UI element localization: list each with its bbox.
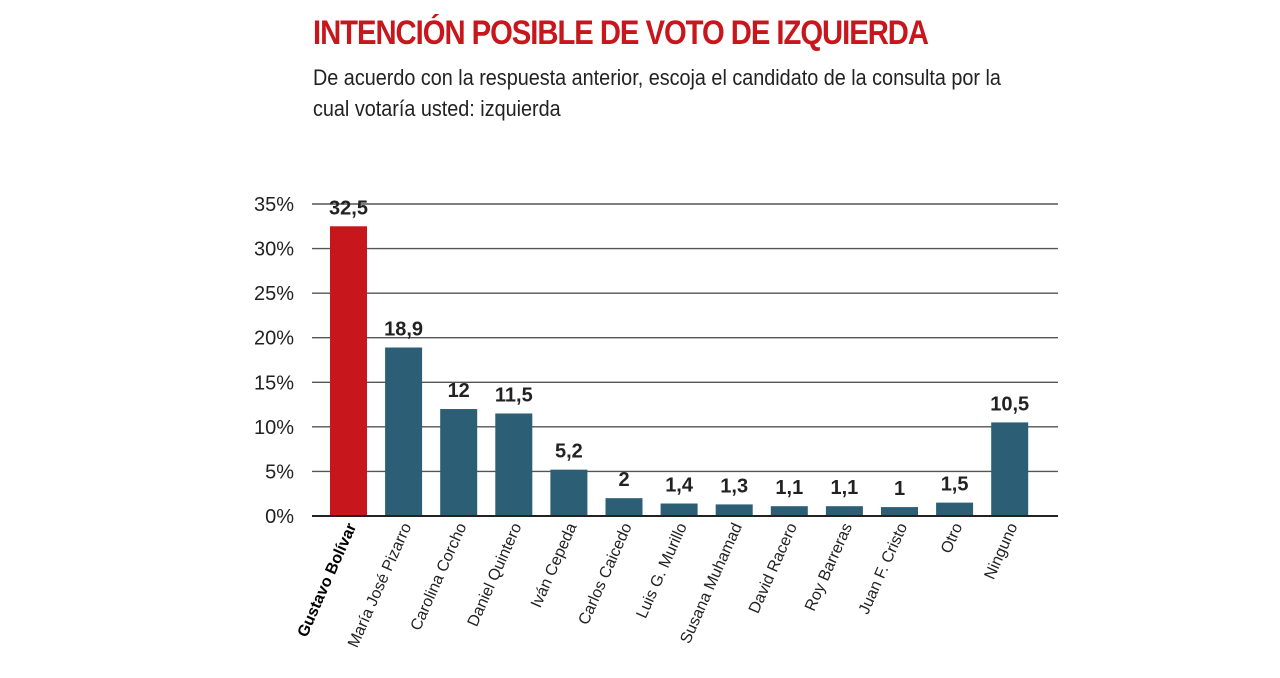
bar	[881, 507, 918, 516]
category-label: Otro	[938, 521, 966, 556]
bar	[991, 422, 1029, 516]
bar	[385, 347, 423, 516]
category-label: Ninguno	[982, 521, 1022, 582]
data-label: 12	[448, 380, 470, 402]
bar	[715, 504, 753, 516]
category-label: Iván Cepeda	[528, 521, 580, 611]
y-tick-label: 5%	[265, 461, 294, 483]
category-label: Carolina Corcho	[408, 521, 471, 634]
bar	[825, 506, 863, 516]
category-label: Susana Muhamad	[678, 521, 746, 647]
category-label: Juan F. Cristo	[856, 521, 911, 617]
data-label: 5,2	[555, 441, 583, 463]
y-tick-label: 10%	[254, 417, 294, 439]
data-label: 11,5	[495, 384, 533, 406]
data-label: 10,5	[990, 393, 1029, 415]
chart-title: INTENCIÓN POSIBLE DE VOTO DE IZQUIERDA	[313, 14, 929, 52]
y-tick-label: 30%	[254, 239, 294, 261]
bar	[660, 503, 698, 516]
y-tick-label: 35%	[254, 194, 294, 216]
bar	[330, 226, 367, 517]
category-label: Daniel Quintero	[465, 521, 526, 630]
y-tick-label: 25%	[254, 283, 294, 305]
category-label: Roy Barreras	[802, 521, 856, 614]
data-label: 1	[894, 478, 905, 500]
bar	[770, 506, 808, 516]
bar	[936, 502, 974, 516]
category-label: Luis G. Murillo	[634, 521, 691, 621]
data-label: 32,5	[329, 197, 368, 219]
category-label: Carlos Caicedo	[576, 521, 636, 628]
bar	[440, 409, 478, 516]
chart-subtitle: De acuerdo con la respuesta anterior, es…	[313, 65, 1001, 121]
data-label: 2	[618, 469, 629, 491]
data-label: 1,1	[830, 477, 858, 499]
bar	[495, 413, 533, 516]
data-label: 1,4	[665, 475, 694, 497]
y-tick-label: 0%	[265, 506, 294, 528]
data-label: 1,5	[941, 474, 969, 496]
category-label: David Racero	[746, 521, 801, 617]
data-label: 1,1	[775, 477, 803, 499]
data-label: 18,9	[384, 319, 423, 341]
y-tick-label: 15%	[254, 372, 294, 394]
category-label: María José Pizarro	[345, 521, 415, 651]
bar	[605, 498, 643, 516]
category-label: Gustavo Bolívar	[295, 521, 360, 640]
bar	[550, 469, 588, 516]
data-label: 1,3	[720, 475, 748, 497]
y-tick-label: 20%	[254, 328, 294, 350]
